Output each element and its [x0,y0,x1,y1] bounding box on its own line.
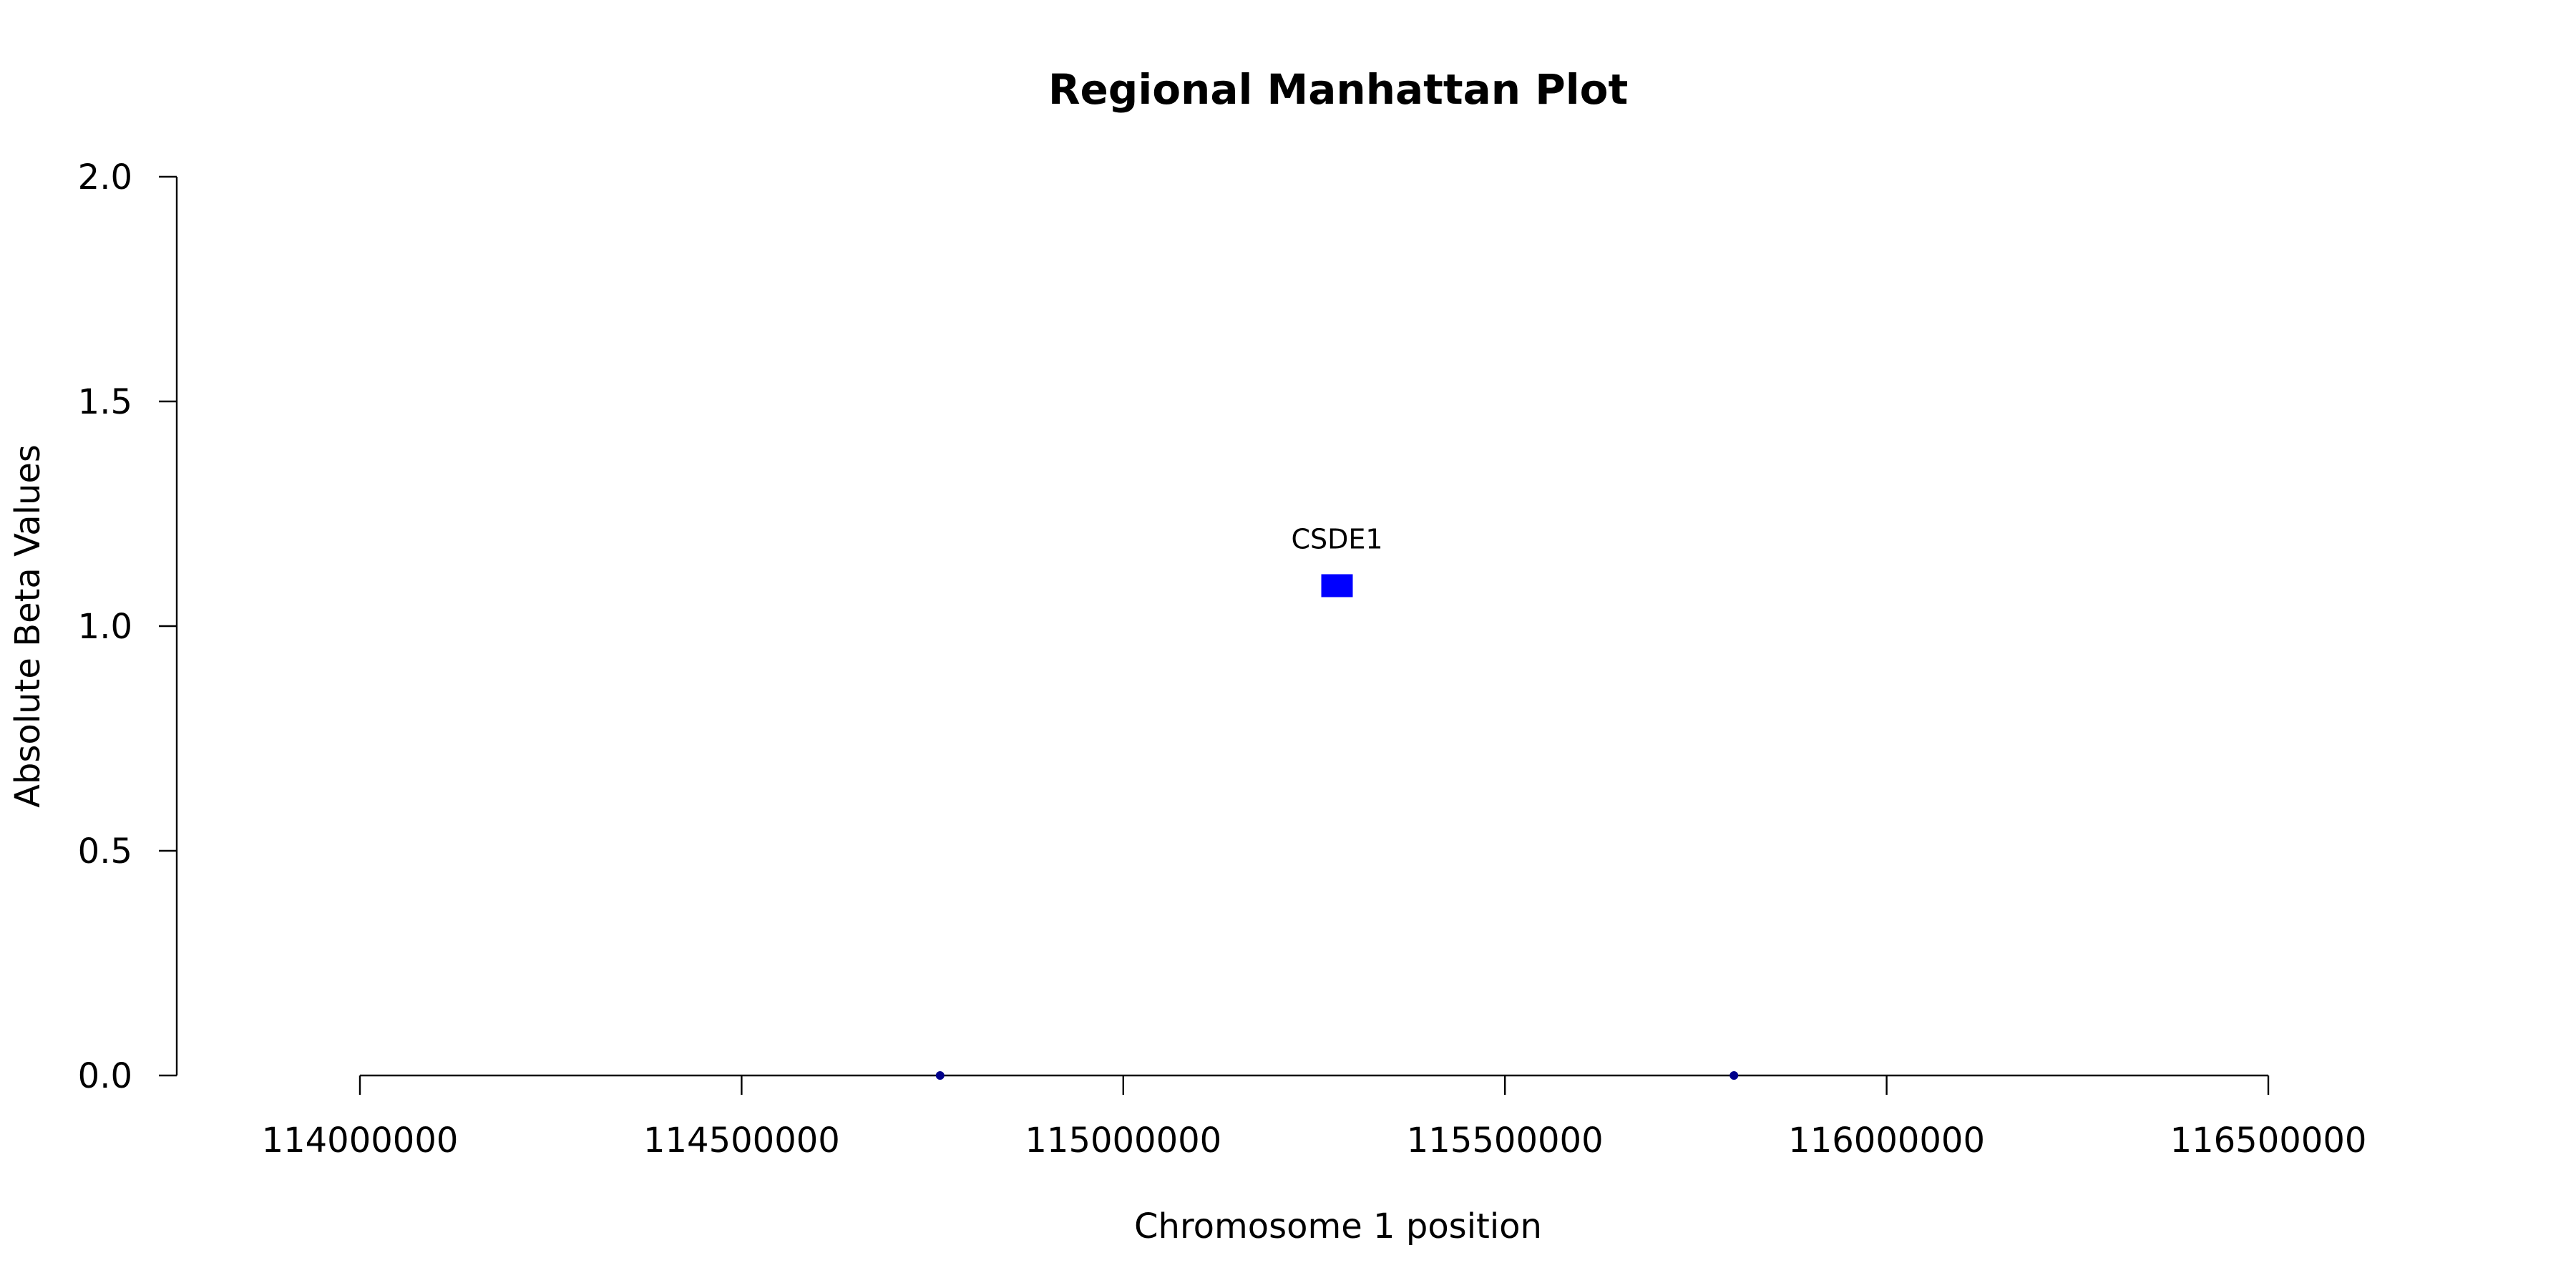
x-tick-label: 115500000 [1407,1121,1604,1161]
x-tick-label: 114500000 [643,1121,840,1161]
data-point-circle [1729,1071,1739,1080]
y-tick-label: 1.0 [78,607,132,647]
x-tick-label: 115000000 [1025,1121,1221,1161]
y-axis-label: Absolute Beta Values [8,444,48,808]
data-point-circle [935,1071,945,1080]
point-label: CSDE1 [1291,523,1382,555]
x-tick-label: 116500000 [2170,1121,2367,1161]
data-points: CSDE1 [935,523,1739,1080]
y-tick-label: 0.5 [78,831,132,872]
y-tick-label: 1.5 [78,382,132,422]
y-tick-label: 0.0 [78,1056,132,1096]
x-axis-ticks: 114000000 114500000 115000000 115500000 1160… [262,1075,2367,1161]
chart-title: Regional Manhattan Plot [1048,65,1628,114]
x-axis-label: Chromosome 1 position [1134,1206,1542,1246]
x-tick-label: 116000000 [1788,1121,1985,1161]
data-point-square [1321,574,1353,597]
y-axis-ticks: 0.0 0.5 1.0 1.5 2.0 [78,157,177,1096]
x-tick-label: 114000000 [262,1121,459,1161]
y-tick-label: 2.0 [78,157,132,197]
